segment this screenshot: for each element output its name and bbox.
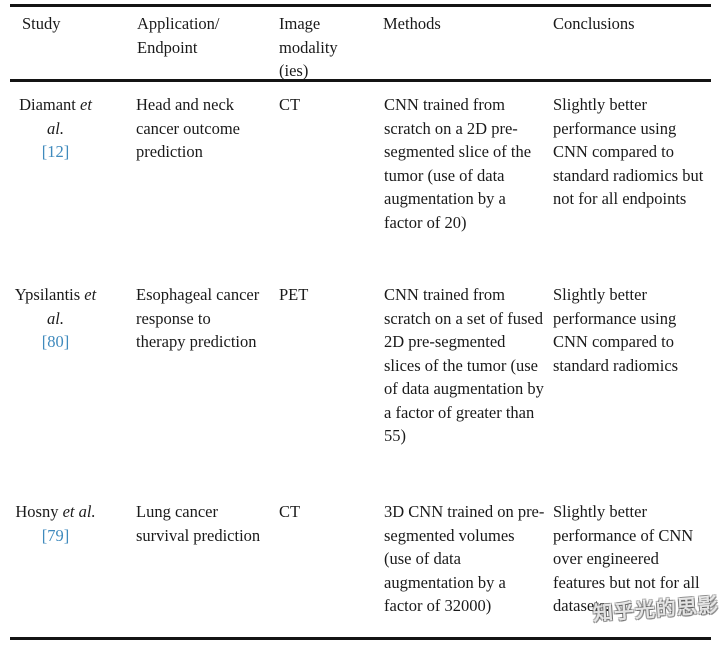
conclusions-cell: Slightly better performance using CNN co… xyxy=(553,95,704,208)
study-author-name: Ypsilantis xyxy=(14,285,81,304)
study-cell: Ypsilantis et al. [80] xyxy=(10,283,135,448)
citation-link[interactable]: [80] xyxy=(41,332,70,351)
image-modality-cell: CT xyxy=(279,502,301,521)
study-cell: Diamant et al. [12] xyxy=(10,93,135,234)
column-header-application-endpoint: Application/ Endpoint xyxy=(137,14,220,57)
citation-link[interactable]: [12] xyxy=(41,142,70,161)
study-etal: et al. xyxy=(47,95,92,138)
study-etal: et al. xyxy=(62,502,96,521)
methods-cell: 3D CNN trained on pre-segmented volumes … xyxy=(384,502,545,615)
table-row: Diamant et al. [12] Head and neck cancer… xyxy=(10,93,711,234)
methods-cell: CNN trained from scratch on a 2D pre-seg… xyxy=(384,95,532,232)
study-author-name: Diamant xyxy=(19,95,76,114)
image-modality-cell: PET xyxy=(279,285,309,304)
table-row: Hosny et al. [79] Lung cancer survival p… xyxy=(10,500,711,618)
conclusions-cell: Slightly better performance using CNN co… xyxy=(553,285,679,375)
column-header-conclusions: Conclusions xyxy=(553,14,635,33)
table-row: Ypsilantis et al. [80] Esophageal cancer… xyxy=(10,283,711,448)
methods-cell: CNN trained from scratch on a set of fus… xyxy=(384,285,544,445)
study-author-name: Hosny xyxy=(15,502,59,521)
table-top-rule xyxy=(10,4,711,7)
column-header-image-modality: Image modality (ies) xyxy=(279,14,338,80)
application-endpoint-cell: Lung cancer survival prediction xyxy=(136,502,261,545)
table-bottom-rule xyxy=(10,637,711,640)
column-header-study: Study xyxy=(22,14,61,33)
application-endpoint-cell: Head and neck cancer outcome prediction xyxy=(136,95,240,161)
citation-link[interactable]: [79] xyxy=(41,525,70,545)
study-cell: Hosny et al. [79] xyxy=(10,500,135,618)
conclusions-cell: Slightly better performance of CNN over … xyxy=(553,502,700,615)
column-header-methods: Methods xyxy=(383,14,441,33)
image-modality-cell: CT xyxy=(279,95,301,114)
table-header-separator-rule xyxy=(10,79,711,82)
application-endpoint-cell: Esophageal cancer response to therapy pr… xyxy=(136,285,260,351)
table-header-row: Study Application/ Endpoint Image modali… xyxy=(10,12,711,83)
study-etal: et al. xyxy=(47,285,97,328)
